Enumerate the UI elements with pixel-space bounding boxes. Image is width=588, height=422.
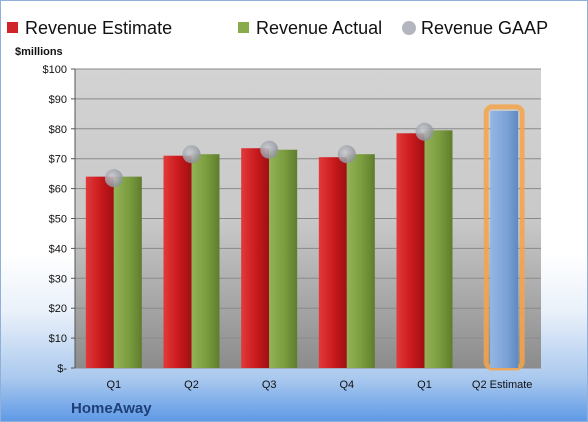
legend-label: Revenue GAAP — [421, 18, 548, 38]
marker-revenue-gaap — [260, 140, 279, 159]
y-tick-label: $90 — [49, 94, 67, 106]
x-tick-label: Q2 Estimate — [472, 379, 533, 391]
legend-swatch — [402, 21, 416, 35]
x-tick-label: Q3 — [262, 379, 277, 391]
bar-revenue-actual — [424, 130, 453, 368]
x-tick-label: Q1 — [106, 379, 121, 391]
bar-revenue-estimate — [318, 157, 347, 368]
marker-revenue-gaap — [182, 145, 201, 164]
y-tick-label: $100 — [43, 64, 67, 76]
x-tick-label: Q2 — [184, 379, 199, 391]
bar-revenue-estimate — [163, 155, 192, 368]
bar-revenue-actual — [346, 154, 375, 368]
y-tick-label: $30 — [49, 273, 67, 285]
y-tick-label: $40 — [49, 243, 67, 255]
y-tick-label: $60 — [49, 184, 67, 196]
y-tick-label: $70 — [49, 154, 67, 166]
x-tick-label: Q4 — [339, 379, 354, 391]
legend-label: Revenue Estimate — [25, 18, 172, 38]
bar-revenue-actual — [191, 154, 220, 368]
legend-label: Revenue Actual — [256, 18, 382, 38]
y-tick-label: $10 — [49, 333, 67, 345]
x-tick-label: Q1 — [417, 379, 432, 391]
legend-swatch — [238, 22, 249, 33]
bar-revenue-estimate — [241, 148, 270, 368]
y-tick-label: $50 — [49, 214, 67, 226]
legend-swatch — [7, 22, 18, 33]
marker-revenue-gaap — [104, 169, 123, 188]
y-tick-label: $- — [57, 363, 67, 375]
y-axis-unit-label: $millions — [15, 46, 63, 58]
bar-revenue-actual — [269, 149, 298, 368]
bar-revenue-estimate — [85, 176, 114, 368]
bar-q2-estimate — [490, 110, 519, 369]
bar-revenue-actual — [113, 176, 142, 368]
marker-revenue-gaap — [415, 122, 434, 141]
marker-revenue-gaap — [337, 145, 356, 164]
company-name: HomeAway — [71, 400, 152, 417]
y-tick-label: $20 — [49, 303, 67, 315]
y-tick-label: $80 — [49, 124, 67, 136]
bar-revenue-estimate — [396, 133, 425, 368]
